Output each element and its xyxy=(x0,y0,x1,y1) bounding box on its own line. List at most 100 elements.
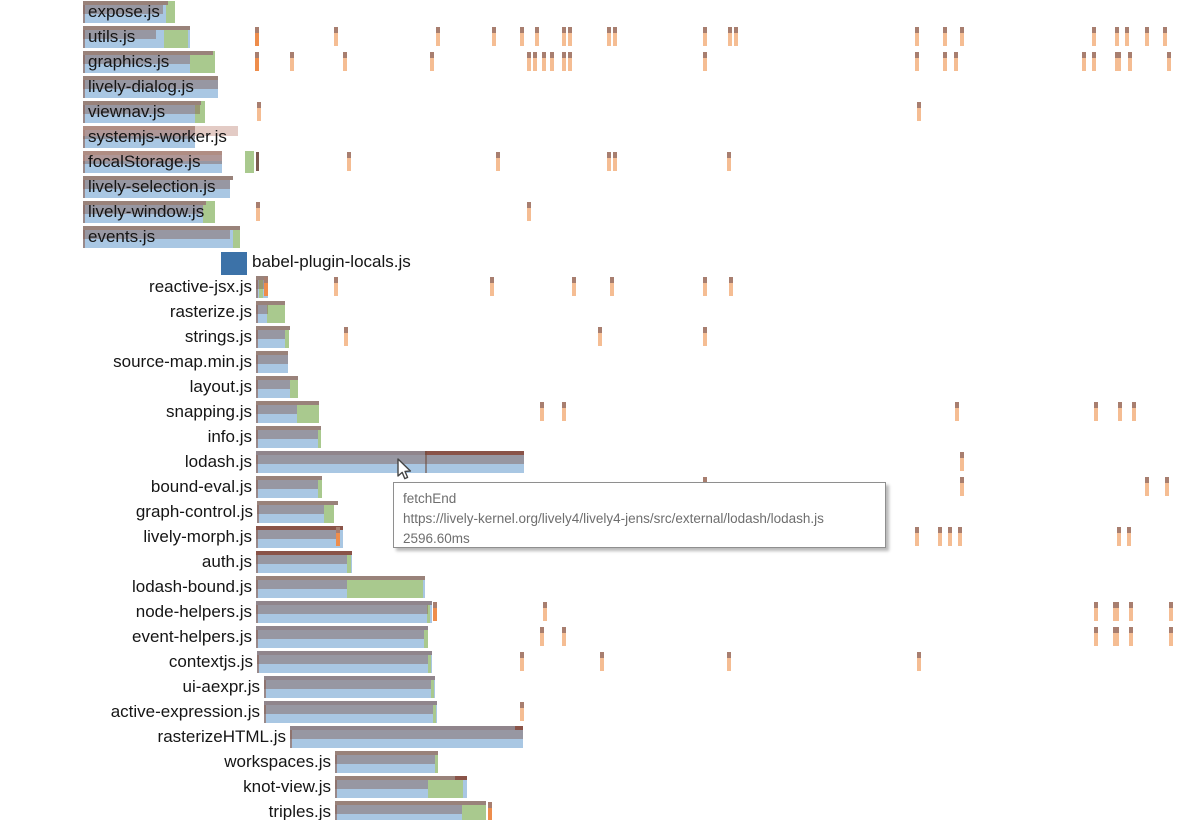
event-tick[interactable] xyxy=(527,202,531,221)
duration-bar[interactable] xyxy=(257,501,338,523)
duration-bar[interactable] xyxy=(83,26,190,48)
duration-bar[interactable] xyxy=(256,576,425,598)
duration-bar[interactable] xyxy=(256,526,343,548)
event-tick[interactable] xyxy=(520,27,524,46)
event-tick[interactable] xyxy=(1094,602,1098,621)
event-tick[interactable] xyxy=(256,202,260,221)
event-tick[interactable] xyxy=(550,52,554,71)
event-tick[interactable] xyxy=(1082,52,1086,71)
event-tick[interactable] xyxy=(255,52,259,71)
event-tick[interactable] xyxy=(954,52,958,71)
event-tick[interactable] xyxy=(1092,52,1096,71)
event-tick[interactable] xyxy=(1167,52,1171,71)
event-tick[interactable] xyxy=(255,27,259,46)
event-tick[interactable] xyxy=(943,27,947,46)
event-tick[interactable] xyxy=(436,27,440,46)
event-tick[interactable] xyxy=(1145,477,1149,496)
event-tick[interactable] xyxy=(1127,527,1131,546)
event-tick[interactable] xyxy=(598,327,602,346)
duration-bar[interactable] xyxy=(256,426,321,448)
duration-bar[interactable] xyxy=(256,551,352,573)
event-tick[interactable] xyxy=(703,27,707,46)
event-tick[interactable] xyxy=(943,52,947,71)
duration-bar[interactable] xyxy=(83,51,215,73)
event-tick[interactable] xyxy=(607,27,611,46)
event-tick[interactable] xyxy=(610,277,614,296)
duration-bar[interactable] xyxy=(264,701,437,723)
event-tick[interactable] xyxy=(1169,602,1173,621)
duration-bar[interactable] xyxy=(256,476,322,498)
event-tick[interactable] xyxy=(344,327,348,346)
event-tick[interactable] xyxy=(1118,402,1122,421)
event-tick[interactable] xyxy=(727,652,731,671)
bar-end-tick[interactable] xyxy=(488,802,492,820)
event-tick[interactable] xyxy=(948,527,952,546)
module-block[interactable] xyxy=(221,252,247,275)
bar-end-tick[interactable] xyxy=(264,277,268,296)
duration-bar[interactable] xyxy=(335,751,438,773)
event-tick[interactable] xyxy=(533,52,537,71)
event-tick[interactable] xyxy=(343,52,347,71)
event-tick[interactable] xyxy=(958,527,962,546)
event-tick[interactable] xyxy=(938,527,942,546)
bar-end-tick[interactable] xyxy=(336,527,340,546)
duration-bar[interactable] xyxy=(256,376,298,398)
event-tick[interactable] xyxy=(613,27,617,46)
event-tick[interactable] xyxy=(960,452,964,471)
event-tick[interactable] xyxy=(568,52,572,71)
duration-bar[interactable] xyxy=(83,76,218,98)
event-tick[interactable] xyxy=(520,702,524,721)
event-tick[interactable] xyxy=(1094,627,1098,646)
duration-bar[interactable] xyxy=(256,326,290,348)
event-tick[interactable] xyxy=(490,277,494,296)
event-tick[interactable] xyxy=(703,277,707,296)
event-tick[interactable] xyxy=(1115,52,1121,71)
event-tick[interactable] xyxy=(347,152,351,171)
event-tick[interactable] xyxy=(540,627,544,646)
event-tick[interactable] xyxy=(568,27,572,46)
event-tick[interactable] xyxy=(562,27,566,46)
event-tick[interactable] xyxy=(562,627,566,646)
event-tick[interactable] xyxy=(542,52,546,71)
duration-bar[interactable] xyxy=(83,226,240,248)
event-tick[interactable] xyxy=(960,27,964,46)
event-tick[interactable] xyxy=(1117,527,1121,546)
event-tick[interactable] xyxy=(572,277,576,296)
event-tick[interactable] xyxy=(562,402,566,421)
duration-bar[interactable] xyxy=(83,176,233,198)
event-tick[interactable] xyxy=(257,102,261,121)
duration-bar[interactable] xyxy=(83,101,205,123)
event-tick[interactable] xyxy=(1129,627,1133,646)
event-tick[interactable] xyxy=(1115,27,1119,46)
event-tick[interactable] xyxy=(1165,477,1169,496)
event-tick[interactable] xyxy=(334,27,338,46)
event-tick[interactable] xyxy=(492,27,496,46)
event-tick[interactable] xyxy=(562,52,566,71)
event-tick[interactable] xyxy=(607,152,611,171)
duration-bar[interactable] xyxy=(256,301,285,323)
duration-bar[interactable] xyxy=(83,1,175,23)
duration-bar[interactable] xyxy=(256,351,288,373)
event-tick[interactable] xyxy=(527,52,531,71)
duration-bar[interactable] xyxy=(256,626,428,648)
event-tick[interactable] xyxy=(334,277,338,296)
event-tick[interactable] xyxy=(1094,402,1098,421)
duration-bar[interactable] xyxy=(264,676,435,698)
event-tick[interactable] xyxy=(703,52,707,71)
event-tick[interactable] xyxy=(1129,602,1133,621)
event-tick[interactable] xyxy=(728,27,732,46)
event-tick[interactable] xyxy=(1113,602,1119,621)
duration-bar[interactable] xyxy=(335,801,486,820)
duration-bar[interactable] xyxy=(83,201,215,223)
event-tick[interactable] xyxy=(1092,27,1096,46)
duration-bar[interactable] xyxy=(83,126,238,148)
event-tick[interactable] xyxy=(1169,627,1173,646)
event-tick[interactable] xyxy=(540,402,544,421)
event-tick[interactable] xyxy=(703,327,707,346)
event-tick[interactable] xyxy=(729,277,733,296)
event-tick[interactable] xyxy=(290,52,294,71)
event-tick[interactable] xyxy=(543,602,547,621)
event-tick[interactable] xyxy=(520,652,524,671)
bar-end-tick[interactable] xyxy=(433,602,437,621)
event-tick[interactable] xyxy=(1113,627,1119,646)
